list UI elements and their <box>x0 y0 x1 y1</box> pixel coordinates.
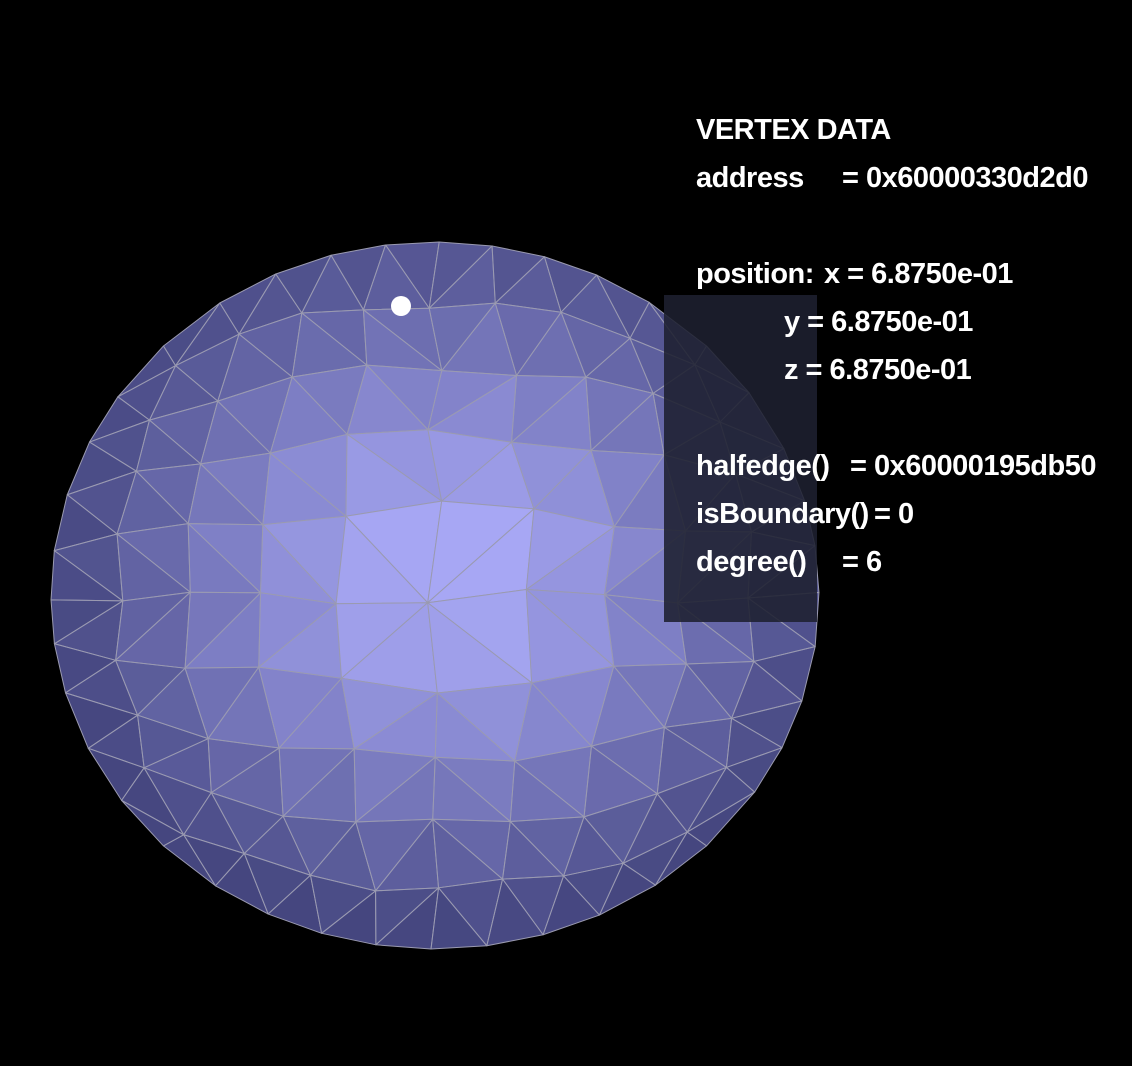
degree-value: = 6 <box>842 546 882 578</box>
degree-label: degree() <box>696 546 807 578</box>
position-y: y = 6.8750e-01 <box>784 306 973 338</box>
is-boundary-value: = 0 <box>874 498 914 530</box>
address-value: = 0x60000330d2d0 <box>842 162 1088 194</box>
halfedge-label: halfedge() <box>696 450 830 482</box>
halfedge-value: = 0x60000195db50 <box>850 450 1096 482</box>
info-panel-background <box>664 295 817 622</box>
address-label: address <box>696 162 804 194</box>
mesh-face[interactable] <box>486 878 544 947</box>
mesh-face[interactable] <box>598 862 657 916</box>
mesh-face[interactable] <box>655 831 708 886</box>
is-boundary-label: isBoundary() <box>696 498 869 530</box>
position-z: z = 6.8750e-01 <box>784 354 972 386</box>
selected-vertex-marker[interactable] <box>391 296 411 316</box>
mesh-face[interactable] <box>430 887 488 950</box>
vertex-data-title: VERTEX DATA <box>696 114 891 146</box>
mesh-face[interactable] <box>542 875 600 936</box>
position-label: position: <box>696 258 814 290</box>
position-x: x = 6.8750e-01 <box>824 258 1013 290</box>
